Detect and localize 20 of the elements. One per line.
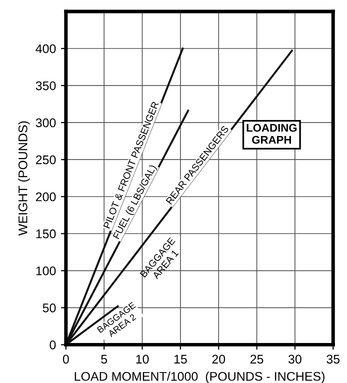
y-tick-label: 200	[36, 192, 56, 202]
y-tick-label: 100	[36, 266, 56, 276]
y-tick-label: 250	[36, 155, 56, 164]
annotation: LOADING GRAPH	[246, 124, 297, 144]
x-tick-label: 15	[174, 354, 187, 364]
x-tick-label: 35	[326, 354, 340, 364]
y-tick-label: 0	[50, 340, 56, 350]
y-tick-label: 150	[36, 229, 56, 238]
y-axis-title: WEIGHT (POUNDS)	[18, 121, 30, 236]
y-tick-label: 350	[36, 81, 56, 90]
x-axis-title: LOAD MOMENT/1000 (POUNDS - INCHES)	[74, 372, 324, 383]
x-tick-label: 10	[136, 354, 149, 364]
x-tick-label: 30	[288, 354, 302, 364]
y-tick-label: 300	[36, 118, 56, 128]
x-tick-label: 25	[250, 354, 264, 364]
x-tick-label: 5	[101, 354, 108, 364]
x-tick-label: 20	[212, 354, 226, 364]
x-tick-label: 0	[62, 354, 69, 364]
y-tick-label: 50	[42, 303, 56, 312]
y-tick-label: 400	[36, 44, 56, 54]
